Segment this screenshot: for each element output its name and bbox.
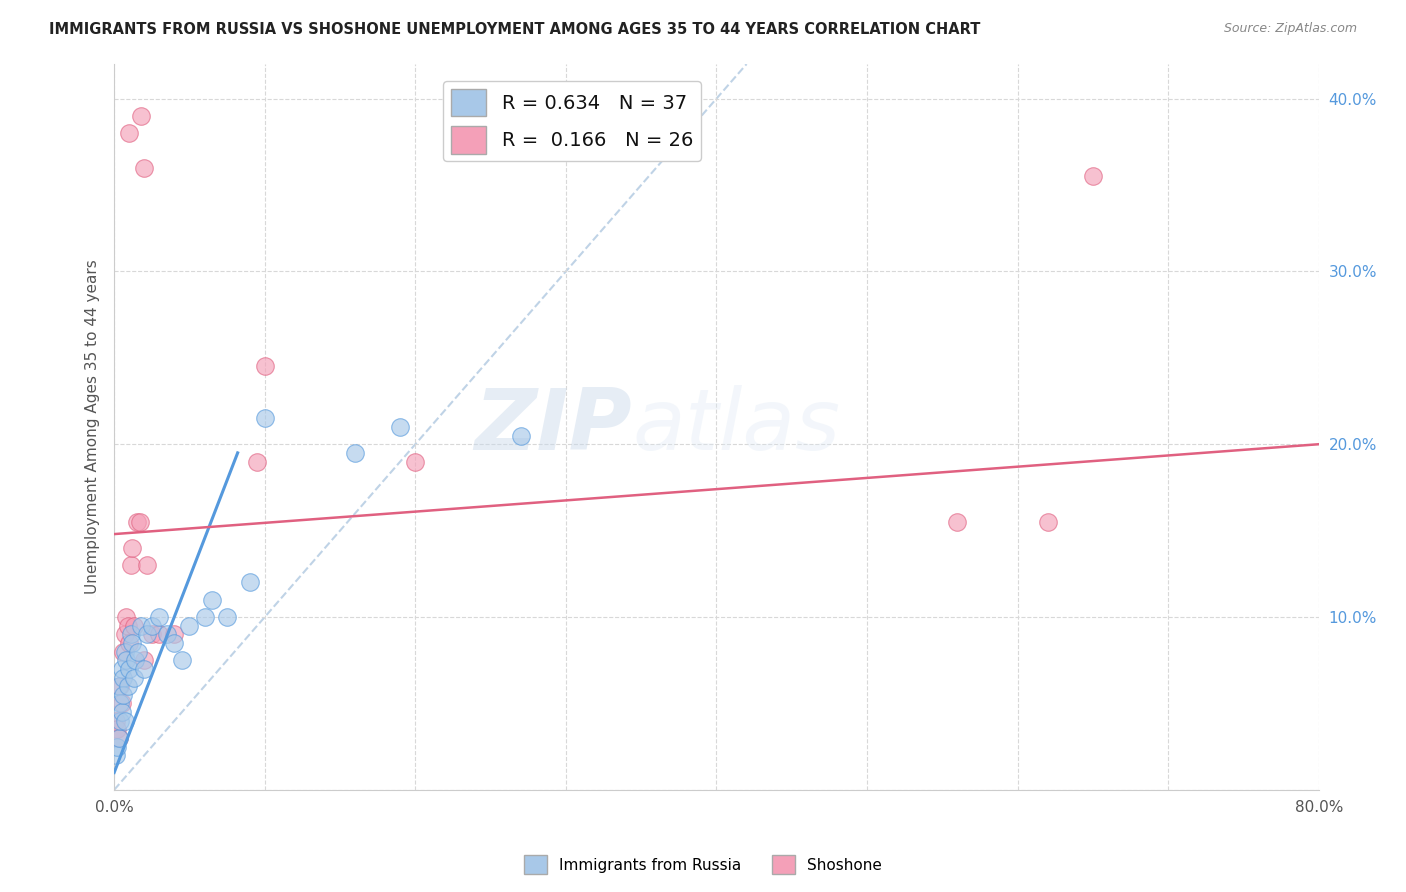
Point <box>114 627 136 641</box>
Point <box>107 679 129 693</box>
Point <box>118 126 141 140</box>
Point <box>108 697 131 711</box>
Point <box>253 411 276 425</box>
Text: Source: ZipAtlas.com: Source: ZipAtlas.com <box>1223 22 1357 36</box>
Point <box>141 627 163 641</box>
Point <box>111 705 134 719</box>
Point <box>129 618 152 632</box>
Point <box>121 541 143 555</box>
Point <box>121 636 143 650</box>
Point <box>112 688 135 702</box>
Y-axis label: Unemployment Among Ages 35 to 44 years: Unemployment Among Ages 35 to 44 years <box>86 260 100 594</box>
Point <box>125 515 148 529</box>
Point <box>136 558 159 573</box>
Point <box>105 739 128 754</box>
Point <box>128 515 150 529</box>
Point <box>108 679 131 693</box>
Point <box>163 627 186 641</box>
Point <box>111 697 134 711</box>
Point <box>134 662 156 676</box>
Point <box>217 610 239 624</box>
Point <box>148 610 170 624</box>
Text: atlas: atlas <box>633 385 841 468</box>
Point <box>124 653 146 667</box>
Point <box>105 723 128 737</box>
Point <box>134 161 156 175</box>
Point <box>104 748 127 763</box>
Point <box>117 679 139 693</box>
Point <box>127 644 149 658</box>
Point <box>107 731 129 745</box>
Point <box>170 653 193 667</box>
Point <box>108 714 131 728</box>
Point <box>120 558 142 573</box>
Point <box>129 109 152 123</box>
Point <box>389 420 412 434</box>
Point <box>117 618 139 632</box>
Point <box>179 618 201 632</box>
Point <box>193 610 215 624</box>
Text: ZIP: ZIP <box>474 385 633 468</box>
Point <box>136 627 159 641</box>
Point <box>148 627 170 641</box>
Point <box>122 618 145 632</box>
Point <box>112 671 135 685</box>
Text: IMMIGRANTS FROM RUSSIA VS SHOSHONE UNEMPLOYMENT AMONG AGES 35 TO 44 YEARS CORREL: IMMIGRANTS FROM RUSSIA VS SHOSHONE UNEMP… <box>49 22 980 37</box>
Point <box>253 359 276 374</box>
Point <box>118 662 141 676</box>
Point <box>118 636 141 650</box>
Point <box>115 610 138 624</box>
Point <box>114 714 136 728</box>
Point <box>946 515 969 529</box>
Point <box>104 714 127 728</box>
Point <box>163 636 186 650</box>
Legend: Immigrants from Russia, Shoshone: Immigrants from Russia, Shoshone <box>517 849 889 880</box>
Point <box>509 428 531 442</box>
Point <box>1081 169 1104 184</box>
Point <box>120 627 142 641</box>
Point <box>115 653 138 667</box>
Point <box>112 644 135 658</box>
Point <box>111 662 134 676</box>
Point <box>134 653 156 667</box>
Point <box>122 671 145 685</box>
Point <box>344 446 367 460</box>
Point <box>246 454 269 468</box>
Point <box>107 731 129 745</box>
Point <box>239 575 262 590</box>
Point <box>201 592 224 607</box>
Point <box>141 618 163 632</box>
Legend: R = 0.634   N = 37, R =  0.166   N = 26: R = 0.634 N = 37, R = 0.166 N = 26 <box>443 81 700 161</box>
Point <box>114 644 136 658</box>
Point <box>404 454 426 468</box>
Point <box>156 627 179 641</box>
Point <box>1036 515 1059 529</box>
